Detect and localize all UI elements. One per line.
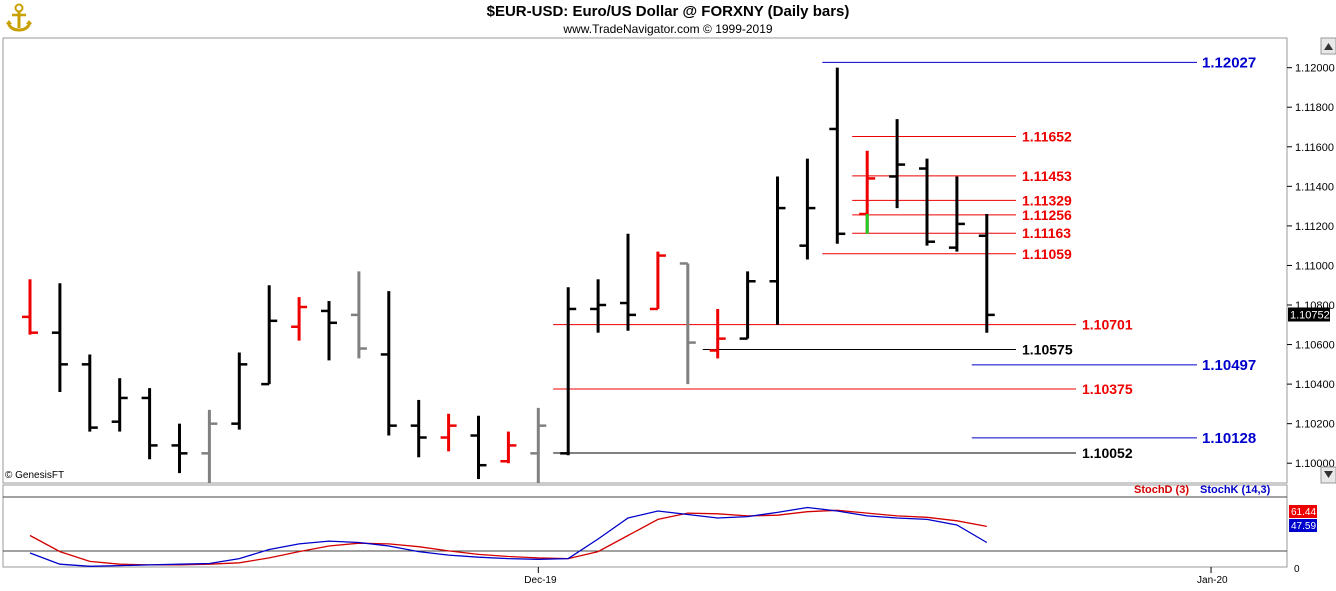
ohlc-bar (919, 158, 935, 246)
ohlc-bar (500, 431, 517, 464)
anchor-logo-icon (6, 3, 32, 32)
copyright-label: © GenesisFT (5, 470, 64, 481)
ohlc-bar (81, 354, 98, 432)
level-label: 1.12027 (1202, 54, 1256, 71)
ohlc-bar (530, 407, 547, 483)
chart-frame (2, 37, 1288, 568)
current-price-box (1288, 307, 1330, 322)
price-plot-area (2, 37, 1288, 484)
ohlc-bar (22, 279, 38, 335)
ohlc-bar (620, 233, 636, 331)
ohlc-bar (769, 176, 786, 325)
price-axis: 1.12000 1.11800 1.11600 1.11400 1.11200 1.110… (1287, 37, 1336, 484)
ohlc-bar (560, 287, 577, 456)
time-axis: Dec-19 Jan-20 (524, 567, 1228, 586)
stochK-line (29, 506, 988, 567)
chart-title: $EUR-USD: Euro/US Dollar @ FORXNY (Daily… (486, 3, 850, 20)
stochD-value-label: 61.44 (1291, 507, 1316, 518)
price-bars (22, 67, 995, 483)
ohlc-bar (590, 279, 607, 333)
ohlc-bar (799, 158, 816, 260)
stochastic-panel: StochD (3) StochK (14,3) 61.44 47.59 0 (29, 484, 1317, 575)
ohlc-bar (291, 297, 308, 341)
ohlc-bar (470, 415, 487, 480)
ohlc-bar (649, 251, 666, 311)
x-tick-label: Dec-19 (524, 575, 557, 586)
stochK-value-label: 47.59 (1291, 521, 1316, 532)
ohlc-bar (709, 308, 726, 359)
level-label: 1.10052 (1082, 445, 1133, 461)
level-label: 1.11059 (1022, 246, 1072, 262)
ohlc-bar (111, 378, 128, 432)
ohlc-bar (201, 409, 218, 483)
ohlc-bar (440, 413, 457, 452)
y-tick-label: 1.10400 (1295, 379, 1335, 391)
chart-subtitle: www.TradeNavigator.com © 1999-2019 (563, 22, 773, 36)
ohlc-bar (380, 291, 397, 436)
scroll-down-arrow-icon (1324, 471, 1333, 478)
ohlc-bar (51, 283, 68, 393)
ohlc-bar (171, 423, 188, 474)
ohlc-bar (739, 271, 756, 340)
level-label: 1.10575 (1022, 342, 1073, 358)
level-label: 1.11256 (1022, 207, 1072, 223)
y-tick-label: 1.11800 (1295, 102, 1334, 114)
y-tick-label: 1.12000 (1295, 63, 1335, 75)
stochD-line (29, 509, 987, 566)
level-label: 1.10375 (1082, 381, 1133, 397)
stochastic-zero-label: 0 (1294, 564, 1300, 575)
y-tick-label: 1.11200 (1295, 221, 1334, 233)
y-tick-label: 1.10200 (1295, 419, 1335, 431)
level-label: 1.11163 (1022, 225, 1071, 241)
ohlc-bar (141, 388, 158, 460)
level-label: 1.10497 (1202, 357, 1256, 374)
current-price-label: 1.10752 (1290, 309, 1330, 321)
stochD-value-box (1289, 505, 1317, 518)
scroll-up-arrow-icon (1324, 43, 1333, 50)
ohlc-bar (410, 399, 427, 458)
ohlc-bar (261, 285, 278, 386)
level-label: 1.11453 (1022, 168, 1072, 184)
ohlc-bar (350, 271, 367, 359)
level-label: 1.10701 (1082, 317, 1133, 333)
ohlc-bar (231, 352, 248, 430)
level-label: 1.11652 (1022, 128, 1072, 144)
chart-header: $EUR-USD: Euro/US Dollar @ FORXNY (Daily… (0, 0, 1336, 38)
stochD-legend: StochD (3) (1134, 484, 1189, 496)
y-tick-label: 1.10600 (1295, 340, 1335, 352)
y-tick-label: 1.11600 (1295, 142, 1334, 154)
ohlc-bar (889, 119, 906, 209)
ohlc-bar (829, 67, 846, 244)
x-tick-label: Jan-20 (1197, 575, 1228, 586)
ohlc-bar (321, 301, 337, 361)
ohlc-bar (948, 176, 965, 252)
ohlc-bar (978, 214, 995, 333)
y-tick-label: 1.11000 (1295, 260, 1334, 272)
stochK-legend: StochK (14,3) (1200, 484, 1271, 496)
level-label: 1.11329 (1022, 192, 1072, 208)
ohlc-bar (679, 262, 696, 385)
y-tick-label: 1.11400 (1295, 181, 1334, 193)
level-label: 1.10128 (1202, 430, 1256, 447)
stochK-value-box (1289, 519, 1317, 532)
